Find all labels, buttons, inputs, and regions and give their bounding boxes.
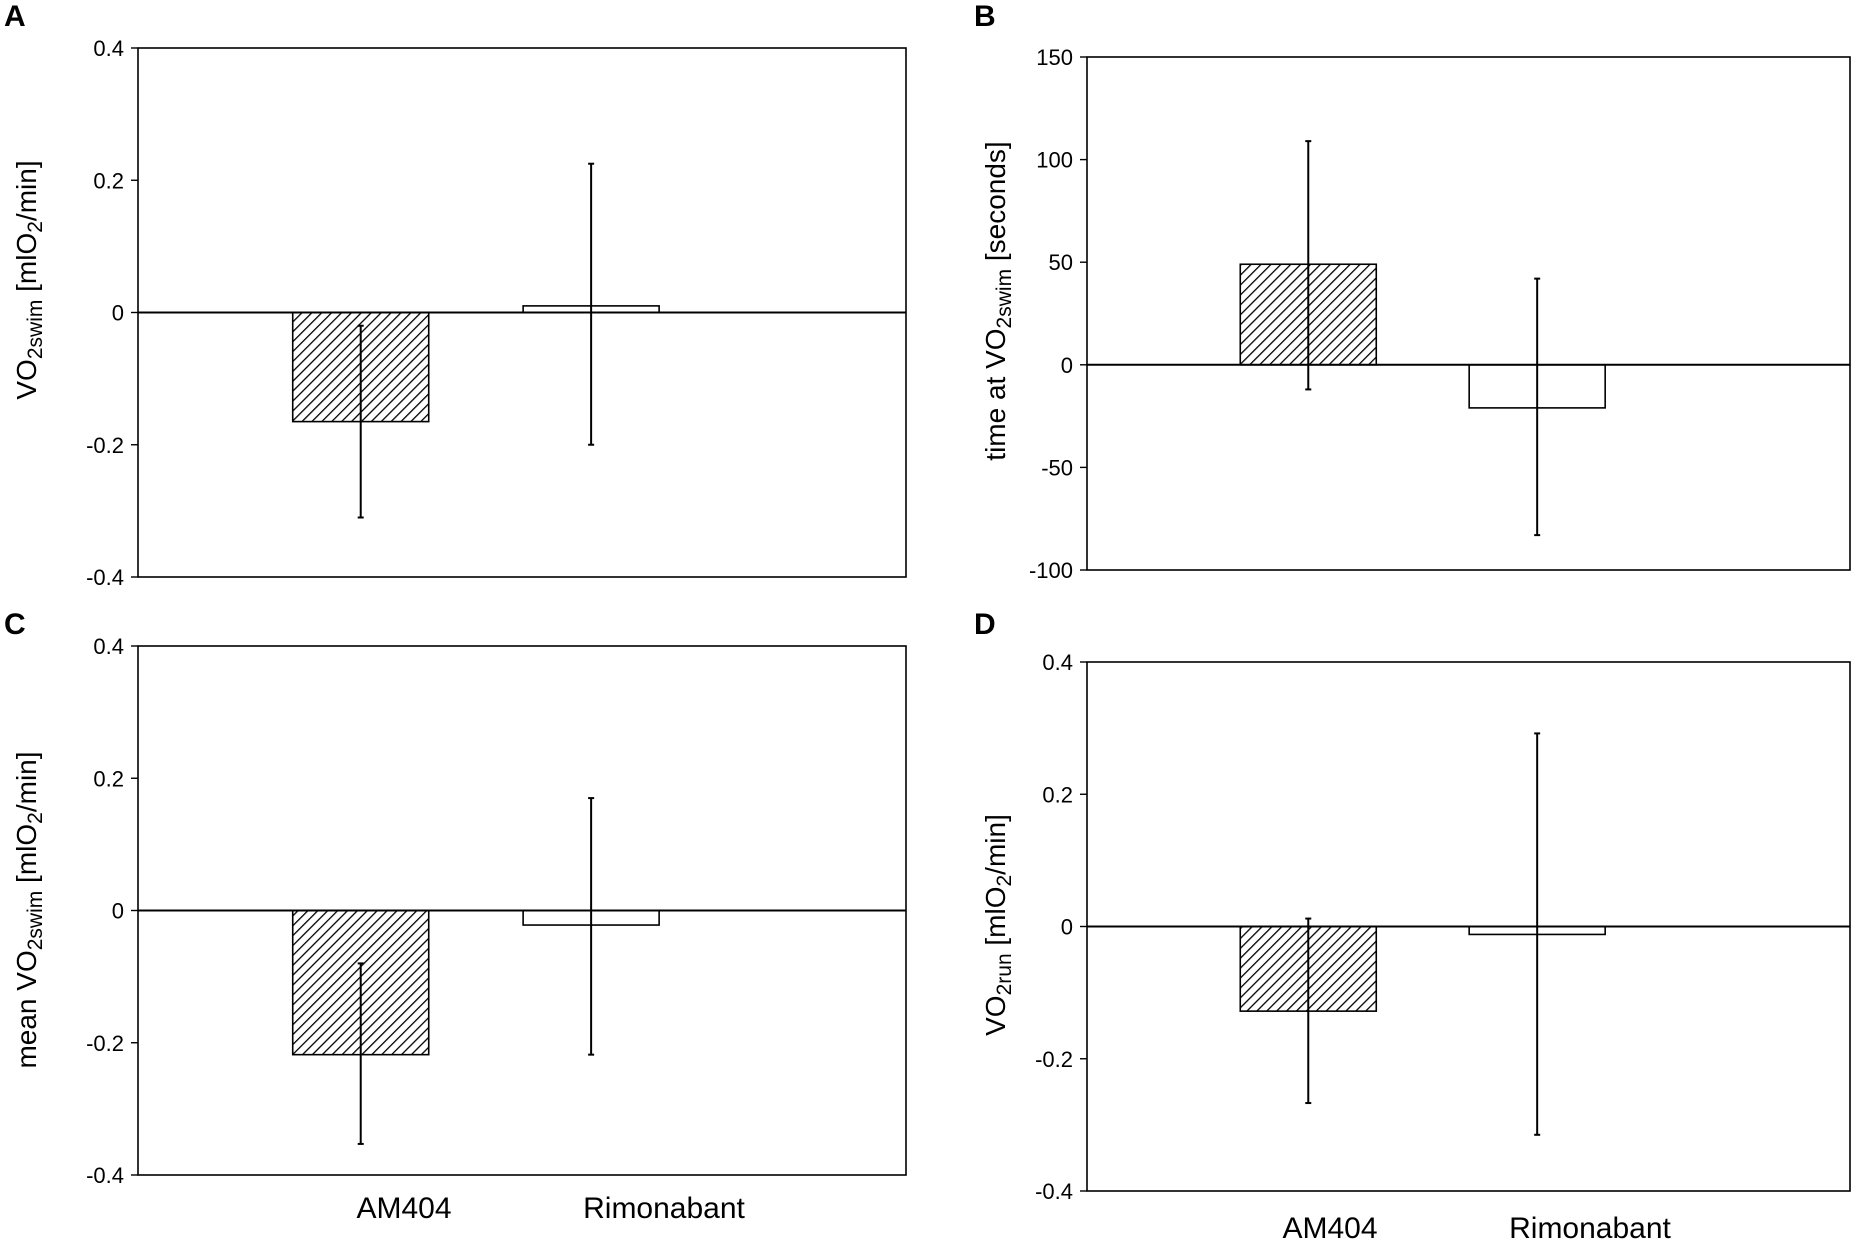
panel-letter-c: C bbox=[4, 608, 26, 641]
y-tick-label-a-0: -0.4 bbox=[86, 565, 124, 590]
y-tick-label-d-2: 0 bbox=[1061, 915, 1073, 940]
y-tick-label-c-3: 0.2 bbox=[93, 766, 124, 791]
plot-area-d: -0.4 -0.2 0 0.2 0.4 bbox=[1035, 650, 1851, 1204]
panel-c: C -0.4 -0.2 0 0.2 0.4 mean VO2swim [mlO2/min… bbox=[4, 608, 907, 1188]
y-tick-label-c-1: -0.2 bbox=[86, 1031, 124, 1056]
y-tick-label-b-0: -100 bbox=[1029, 558, 1073, 583]
y-tick-label-a-4: 0.4 bbox=[93, 36, 124, 61]
y-tick-label-c-2: 0 bbox=[112, 899, 124, 924]
plot-area-b: -100 -50 0 50 100 150 bbox=[1029, 45, 1851, 583]
y-axis-label-d: VO2run [mlO2/min] bbox=[980, 814, 1016, 1036]
panel-letter-d: D bbox=[974, 608, 996, 641]
y-tick-label-a-1: -0.2 bbox=[86, 433, 124, 458]
category-label-am404-c: AM404 bbox=[356, 1192, 451, 1225]
y-tick-label-b-4: 100 bbox=[1036, 148, 1073, 173]
y-tick-label-c-4: 0.4 bbox=[93, 634, 124, 659]
plot-area-c: -0.4 -0.2 0 0.2 0.4 bbox=[86, 634, 907, 1188]
panel-a: A -0.4 -0.2 0 0.2 0.4 VO2swim [mlO2/min] bbox=[4, 0, 907, 590]
y-tick-label-c-0: -0.4 bbox=[86, 1163, 124, 1188]
category-label-rimonabant-d: Rimonabant bbox=[1509, 1212, 1671, 1242]
plot-frame-b bbox=[1086, 56, 1851, 571]
y-axis-label-c: mean VO2swim [mlO2/min] bbox=[11, 751, 47, 1068]
y-tick-label-b-2: 0 bbox=[1061, 353, 1073, 378]
panel-b: B -100 -50 0 50 100 150 time at VO2swim [seco… bbox=[974, 0, 1851, 583]
y-tick-label-a-3: 0.2 bbox=[93, 168, 124, 193]
y-axis-label-b: time at VO2swim [seconds] bbox=[980, 141, 1016, 460]
y-tick-label-a-2: 0 bbox=[112, 301, 124, 326]
y-tick-label-d-1: -0.2 bbox=[1035, 1047, 1073, 1072]
panel-letter-a: A bbox=[4, 0, 26, 33]
panel-letter-b: B bbox=[974, 0, 996, 33]
category-label-rimonabant-c: Rimonabant bbox=[583, 1192, 745, 1225]
y-tick-label-d-4: 0.4 bbox=[1042, 650, 1073, 675]
y-tick-label-b-5: 150 bbox=[1036, 45, 1073, 70]
panel-d: D -0.4 -0.2 0 0.2 0.4 VO2run [mlO2/min] bbox=[974, 608, 1851, 1204]
y-tick-label-b-3: 50 bbox=[1049, 250, 1073, 275]
y-tick-label-b-1: -50 bbox=[1041, 455, 1073, 480]
plot-area-a: -0.4 -0.2 0 0.2 0.4 bbox=[86, 36, 907, 590]
category-label-am404-d: AM404 bbox=[1282, 1212, 1377, 1242]
y-tick-label-d-3: 0.2 bbox=[1042, 782, 1073, 807]
y-tick-label-d-0: -0.4 bbox=[1035, 1179, 1073, 1204]
y-axis-label-a: VO2swim [mlO2/min] bbox=[11, 160, 47, 399]
